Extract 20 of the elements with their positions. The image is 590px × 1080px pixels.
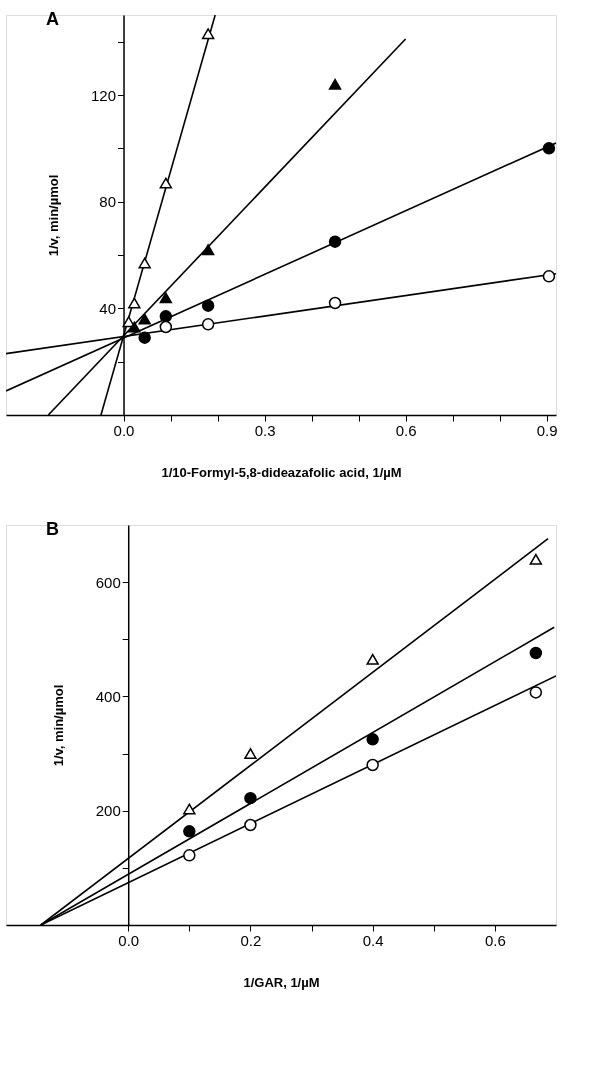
y-tick-label: 200 <box>95 802 121 820</box>
y-axis-title: 1/v, min/µmol <box>50 684 66 767</box>
y-tick-label: 40 <box>99 299 117 317</box>
x-tick-label: 0.0 <box>113 421 135 439</box>
x-tick-label: 0.2 <box>240 931 262 949</box>
x-axis-title: 1/GAR, 1/µM <box>243 974 320 990</box>
y-tick-label: 120 <box>90 86 117 104</box>
x-tick-label: 0.6 <box>395 421 417 439</box>
chart-title: B <box>46 519 59 539</box>
x-tick-label: 0.6 <box>484 931 506 949</box>
y-axis-title: 1/v, min/µmol <box>45 174 61 257</box>
y-tick-label: 600 <box>95 573 121 591</box>
y-tick-label: 400 <box>95 687 121 705</box>
y-tick-label: 80 <box>99 193 117 211</box>
x-axis-title: 1/10-Formyl-5,8-dideazafolic acid, 1/µM <box>161 464 402 480</box>
x-tick-label: 0.9 <box>536 421 558 439</box>
x-tick-label: 0.3 <box>254 421 276 439</box>
x-tick-label: 0.4 <box>362 931 384 949</box>
x-tick-label: 0.0 <box>118 931 140 949</box>
chart-title: A <box>46 9 59 29</box>
